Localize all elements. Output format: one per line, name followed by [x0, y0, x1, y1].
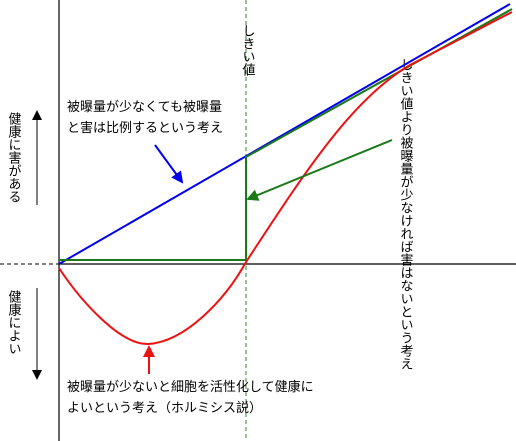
threshold-model-label: しきい値より被曝量が少なければ害はないという考え	[398, 58, 414, 370]
threshold-label: しきい値	[240, 24, 256, 76]
hormesis-description-line2: よいという考え（ホルミシス説）	[67, 400, 262, 416]
hormesis-description-line1: 被曝量が少ないと細胞を活性化して健康に	[67, 379, 314, 395]
harmful-axis-label: 健康に害がある	[6, 112, 22, 203]
beneficial-axis-label: 健康によい	[6, 290, 22, 355]
lnt-description-line2: と害は比例するという考え	[67, 120, 223, 136]
lnt-line	[58, 3, 511, 265]
threshold-model-line	[59, 8, 513, 261]
hormesis-curve	[58, 11, 513, 346]
threshold-pointer-arrow	[246, 139, 393, 201]
lnt-pointer-arrow	[154, 144, 184, 184]
lnt-description-line1: 被曝量が少なくても被曝量	[67, 100, 222, 115]
